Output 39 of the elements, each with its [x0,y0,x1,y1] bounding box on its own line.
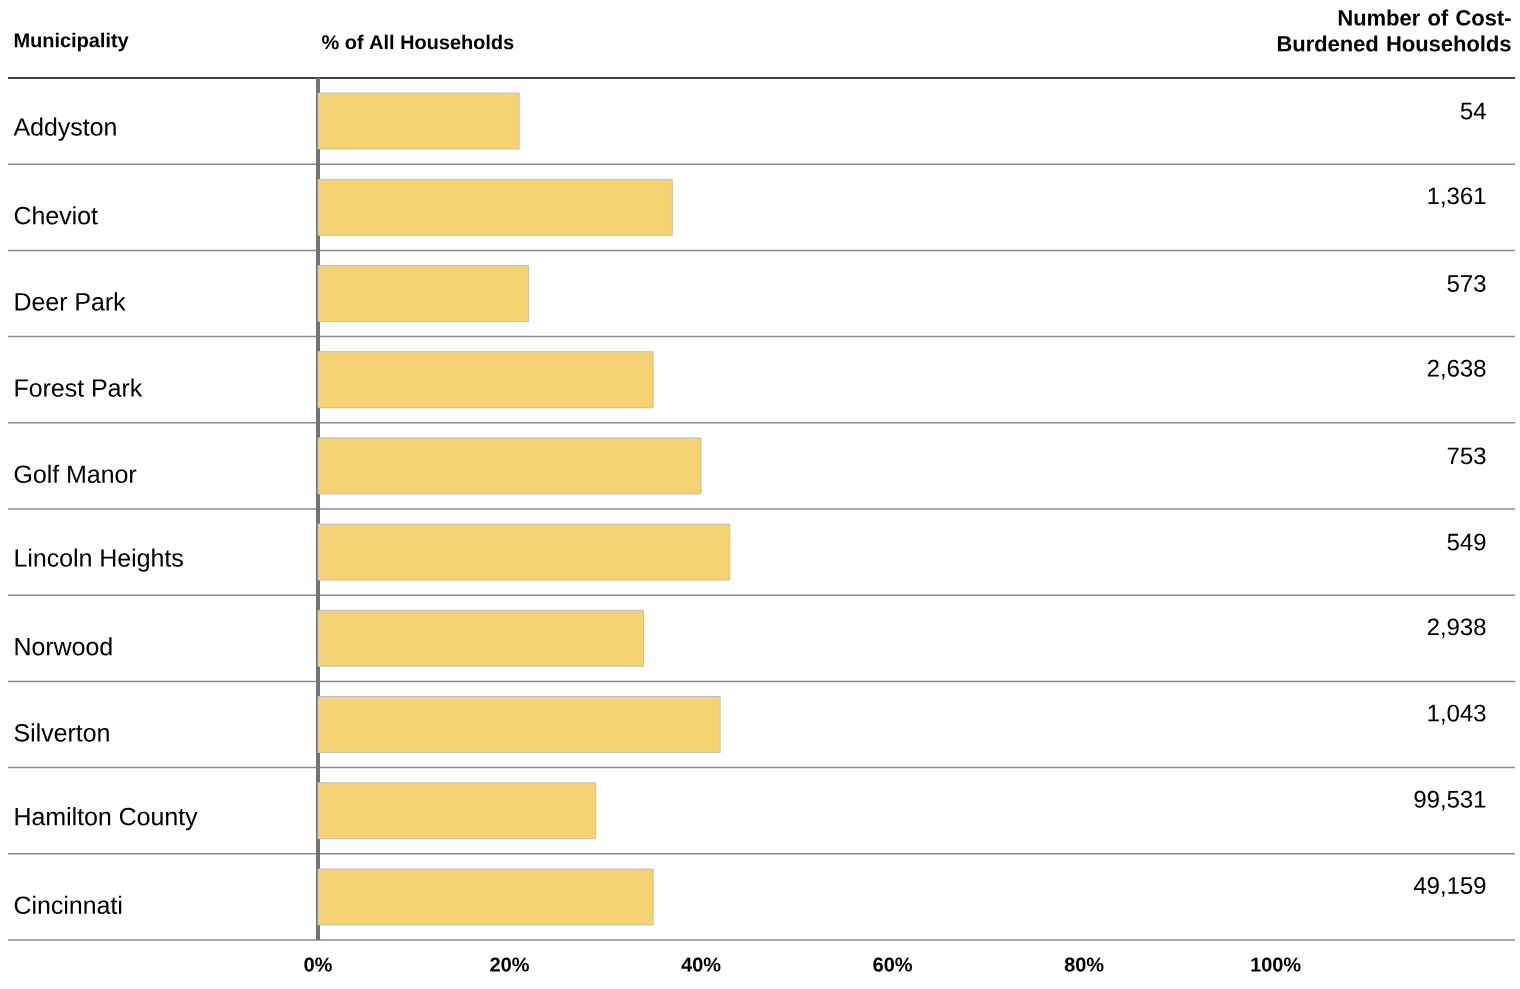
bar [317,868,654,926]
bar [317,265,530,322]
annotation: 549 [1447,533,1486,551]
annotation: 1,043 [1428,704,1486,725]
x-tick-label: 40% [681,957,721,972]
annotation: 49,159 [1413,877,1486,897]
bar [317,782,597,840]
y-tick-label: Cincinnati [14,895,122,915]
x-axis-title: % of All Households [322,34,514,50]
text: Number of Cost-Burdened Households [1277,9,1511,52]
bar [317,437,702,495]
y-tick-label: Forest Park [15,378,143,397]
x-tick-label: 60% [873,957,912,972]
y-tick-label: Norwood [15,637,112,656]
annotation: 753 [1447,447,1486,465]
bar [317,92,520,150]
y-tick-label: Deer Park [15,292,126,311]
bar [317,696,721,754]
y-axis-title: Municipality [14,32,129,52]
x-tick-label: 20% [490,957,529,972]
annotation: 99,531 [1414,790,1486,811]
bar [317,351,654,409]
x-tick-label: 100% [1251,957,1301,972]
annotation: 2,938 [1427,618,1486,639]
annotation: 54 [1460,102,1486,120]
bar [317,609,645,667]
annotation: 1,361 [1428,187,1486,208]
y-tick-label: Golf Manor [14,464,137,484]
bar [317,178,673,236]
x-tick-label: 0% [304,957,332,972]
y-tick-label: Hamilton County [15,807,198,831]
bar [317,523,731,581]
y-tick-label: Silverton [14,723,109,742]
x-tick-label: 80% [1064,957,1104,972]
y-tick-label: Lincoln Heights [15,548,183,572]
y-tick-label: Cheviot [14,206,98,225]
annotation: 573 [1447,275,1486,292]
annotation: 2,638 [1427,359,1486,380]
y-tick-label: Addyston [13,117,116,141]
